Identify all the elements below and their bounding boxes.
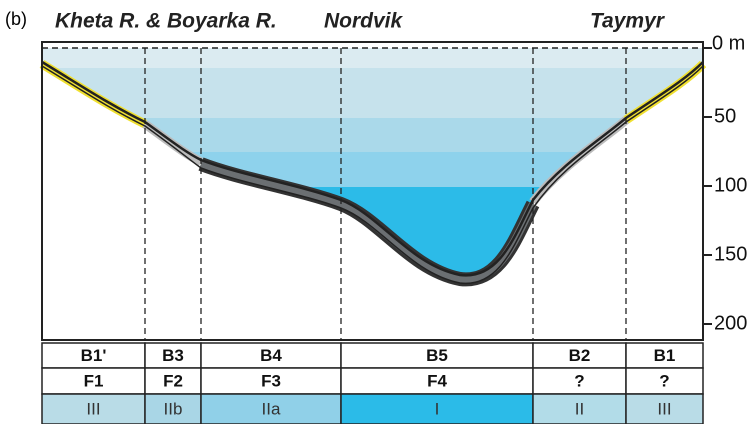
region-title: Nordvik	[324, 10, 404, 33]
zone-label: B1'	[81, 346, 107, 365]
type-label: II	[575, 399, 584, 418]
type-label: IIa	[262, 399, 281, 418]
cross-section: (b) Kheta R. & Boyarka R. Nordvik Taymyr…	[0, 0, 751, 424]
facies-label: F4	[427, 371, 447, 390]
facies-label: F2	[163, 371, 183, 390]
facies-label: F3	[261, 371, 281, 390]
depth-label: 50	[714, 105, 736, 127]
water-band	[42, 68, 703, 118]
facies-label: ?	[659, 371, 669, 390]
region-title: Kheta R. & Boyarka R.	[55, 10, 277, 33]
water-band	[42, 48, 703, 68]
zone-label: B3	[162, 346, 184, 365]
depth-axis: 0 m 50 100 150 200	[703, 32, 747, 334]
region-title: Taymyr	[590, 10, 666, 33]
zone-label: B1	[654, 346, 676, 365]
depth-label: 100	[714, 174, 747, 196]
zone-label: B4	[260, 346, 282, 365]
facies-label: ?	[574, 371, 584, 390]
type-label: I	[435, 399, 440, 418]
zone-table: B1' F1 III B3 F2 IIb B4 F3 IIa B5 F4 I B2? II B1? III	[42, 343, 703, 424]
depth-label: 200	[714, 312, 747, 334]
type-label: III	[657, 399, 671, 418]
panel-label: (b)	[5, 9, 27, 29]
type-label: IIb	[164, 399, 183, 418]
depth-label: 0 m	[712, 32, 745, 54]
zone-label: B2	[569, 346, 591, 365]
depth-label: 150	[714, 243, 747, 265]
zone-label: B5	[426, 346, 448, 365]
facies-label: F1	[84, 371, 104, 390]
type-label: III	[86, 399, 100, 418]
